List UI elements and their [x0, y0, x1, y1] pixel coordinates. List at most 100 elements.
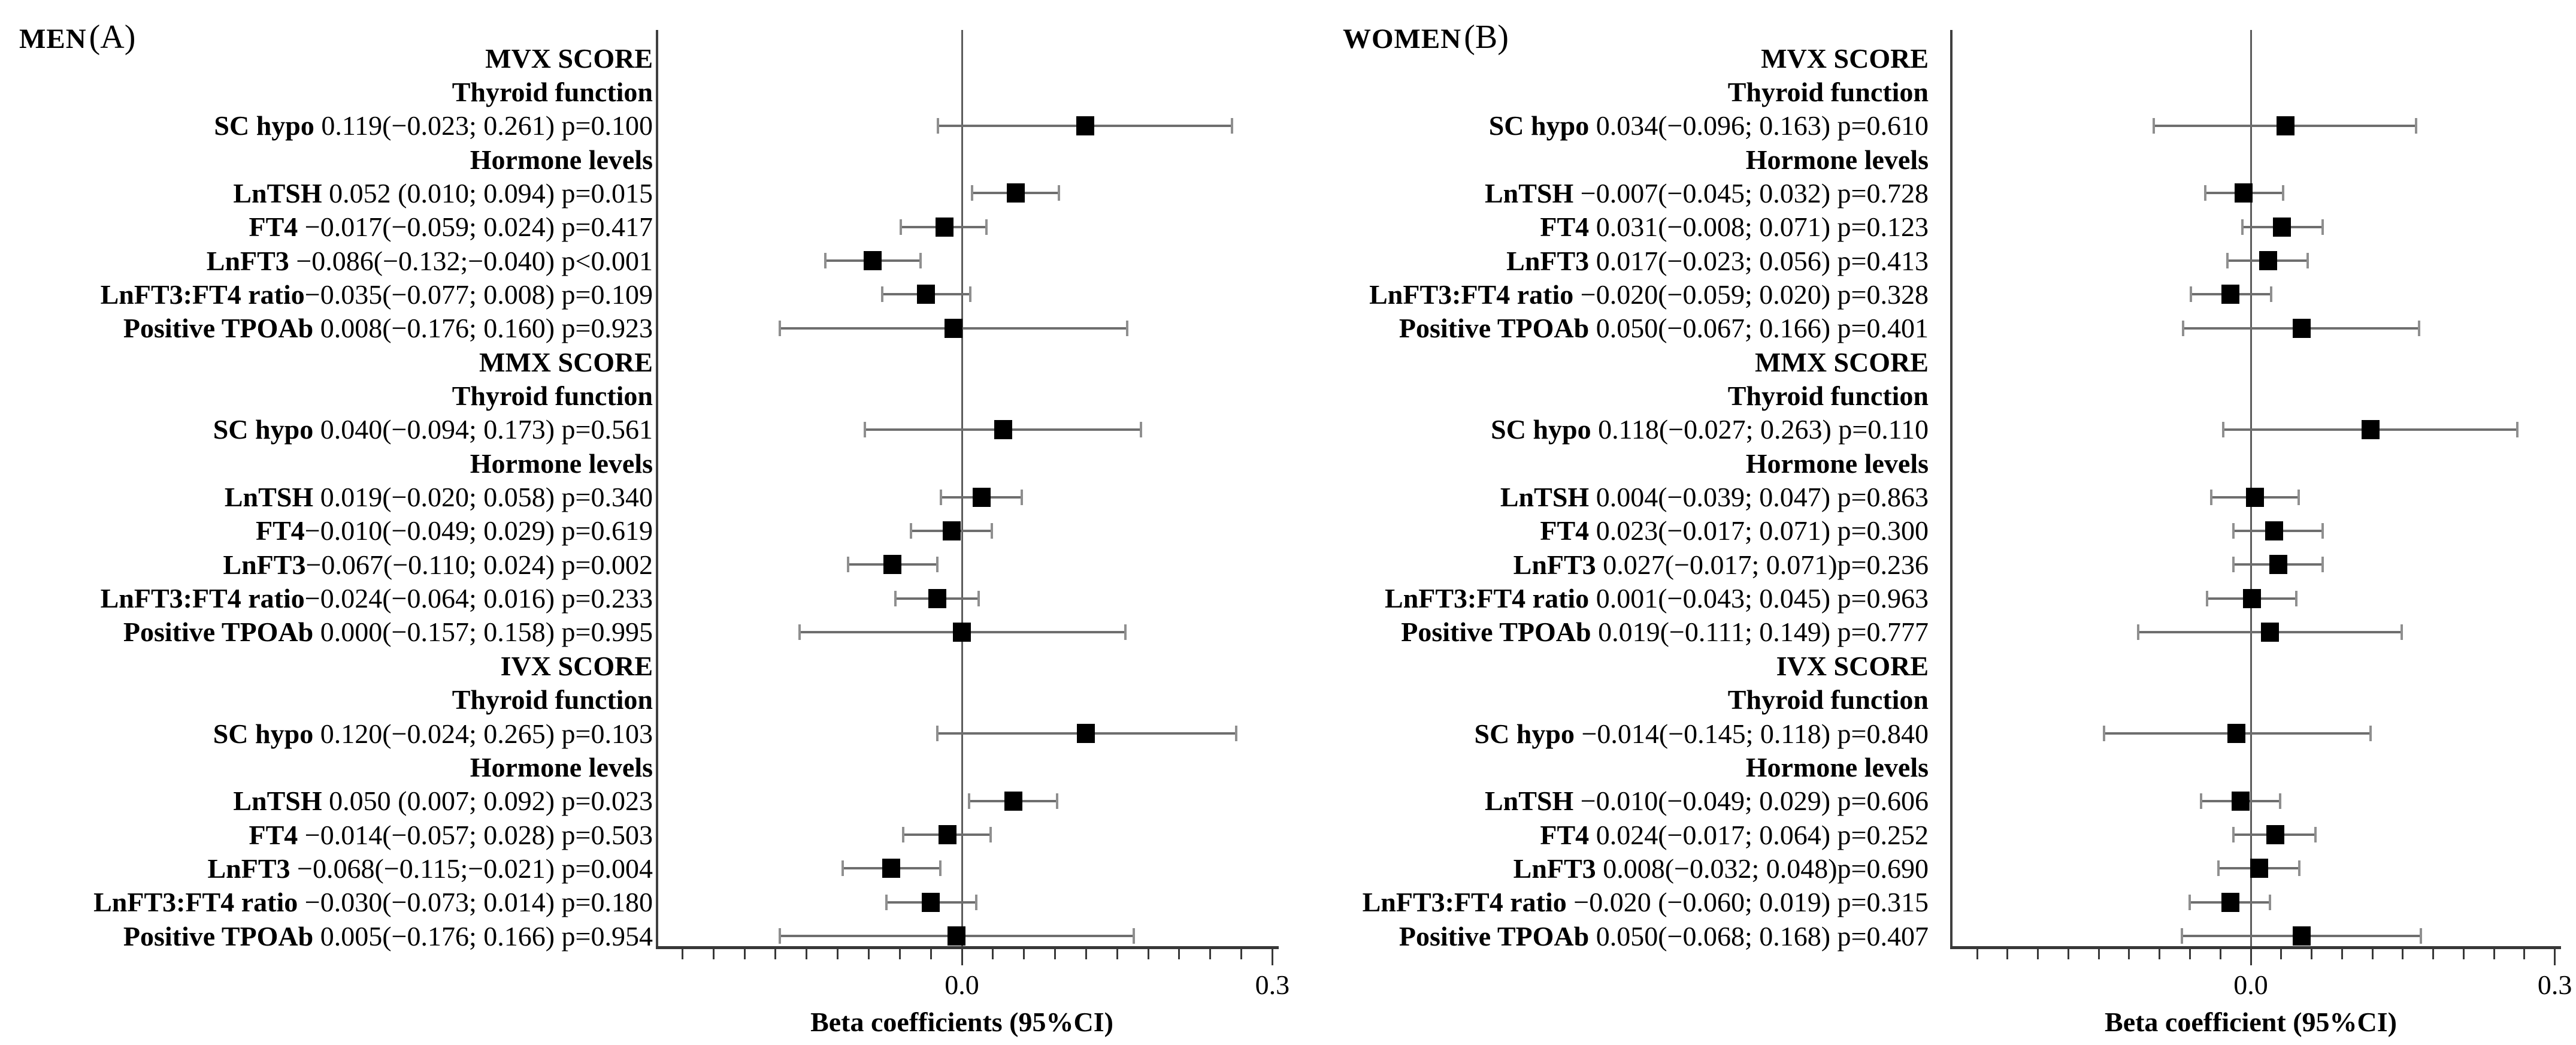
row-label: FT4−0.010(−0.049; 0.029) p=0.619: [0, 514, 653, 548]
section-header: Thyroid function: [1240, 682, 1929, 717]
x-axis-tick: [867, 949, 870, 959]
section-header: Thyroid function: [0, 682, 653, 717]
x-axis-tick: [2554, 949, 2556, 965]
ci-cap-right: [2414, 117, 2417, 134]
variable-name: SC hypo: [1488, 110, 1590, 141]
y-axis-spine: [656, 30, 658, 947]
variable-name: FT4: [249, 819, 298, 850]
x-axis-tick: [2250, 949, 2252, 965]
beta-marker: [2265, 521, 2283, 540]
estimate-text: 0.023(−0.017; 0.071) p=0.300: [1589, 515, 1929, 546]
ci-cap-right: [2321, 557, 2324, 573]
ci-cap-left: [2206, 590, 2209, 606]
estimate-text: 0.024(−0.017; 0.064) p=0.252: [1589, 819, 1929, 850]
estimate-text: 0.118(−0.027; 0.263) p=0.110: [1591, 414, 1929, 445]
panel-b-group-label: WOMEN: [1343, 23, 1462, 55]
beta-marker: [2259, 251, 2277, 271]
x-axis-tick: [2371, 949, 2374, 959]
row-label: LnTSH 0.052 (0.010; 0.094) p=0.015: [0, 176, 653, 210]
row-label: Positive TPOAb 0.008(−0.176; 0.160) p=0.…: [0, 311, 653, 345]
x-tick-label: 0.3: [2537, 970, 2572, 1000]
row-label: LnFT3:FT4 ratio−0.024(−0.064; 0.016) p=0…: [0, 581, 653, 615]
row-label: SC hypo 0.034(−0.096; 0.163) p=0.610: [1240, 108, 1929, 143]
x-axis-tick: [1976, 949, 1978, 959]
section-header: MVX SCORE: [0, 41, 653, 75]
ci-cap-left: [778, 320, 781, 336]
x-axis-tick: [2037, 949, 2039, 959]
section-header: Hormone levels: [1240, 750, 1929, 784]
x-axis-tick: [2432, 949, 2435, 959]
variable-name: SC hypo: [214, 110, 314, 141]
beta-marker: [2221, 285, 2240, 304]
ci-cap-right: [1055, 793, 1058, 809]
estimate-text: −0.030(−0.073; 0.014) p=0.180: [298, 887, 653, 918]
estimate-text: 0.019(−0.020; 0.058) p=0.340: [313, 482, 653, 513]
x-axis-title: Beta coefficient (95%CI): [2105, 1007, 2397, 1037]
variable-name: LnFT3: [1506, 245, 1590, 276]
ci-cap-left: [2181, 320, 2184, 336]
ci-cap-right: [936, 557, 939, 573]
variable-name: Positive TPOAb: [1401, 617, 1591, 648]
variable-name: Positive TPOAb: [123, 313, 314, 344]
estimate-text: 0.008(−0.032; 0.048)p=0.690: [1596, 853, 1929, 884]
ci-cap-left: [2222, 421, 2225, 437]
row-label: LnFT3 0.008(−0.032; 0.048)p=0.690: [1240, 851, 1929, 886]
x-tick-label: 0.0: [945, 970, 979, 1000]
variable-name: FT4: [249, 212, 298, 243]
ci-cap-right: [991, 522, 994, 539]
x-axis-tick: [961, 949, 963, 965]
row-label: LnFT3−0.067(−0.110; 0.024) p=0.002: [0, 548, 653, 582]
ci-cap-left: [863, 421, 866, 437]
row-label: Positive TPOAb 0.019(−0.111; 0.149) p=0.…: [1240, 615, 1929, 649]
row-label: SC hypo 0.119(−0.023; 0.261) p=0.100: [0, 108, 653, 143]
row-label: SC hypo −0.014(−0.145; 0.118) p=0.840: [1240, 717, 1929, 751]
section-header: Hormone levels: [0, 446, 653, 481]
ci-cap-left: [940, 489, 943, 505]
estimate-text: 0.008(−0.176; 0.160) p=0.923: [313, 313, 653, 344]
ci-cap-right: [2420, 928, 2423, 944]
section-header: MMX SCORE: [1240, 345, 1929, 379]
beta-marker: [2266, 825, 2284, 845]
x-axis-tick: [2159, 949, 2161, 959]
panel-a-label: MEN (A): [19, 18, 135, 56]
variable-name: LnTSH: [233, 177, 322, 209]
variable-name: Positive TPOAb: [123, 617, 314, 648]
x-axis-tick: [774, 949, 777, 959]
beta-marker: [945, 318, 963, 338]
beta-marker: [938, 825, 956, 845]
variable-name: LnFT3:FT4 ratio: [1369, 279, 1574, 310]
ci-cap-right: [2269, 286, 2272, 303]
row-label: SC hypo 0.120(−0.024; 0.265) p=0.103: [0, 717, 653, 751]
ci-cap-right: [2279, 793, 2282, 809]
ci-cap-left: [971, 185, 974, 201]
ci-cap-left: [900, 219, 903, 235]
ci-cap-right: [2295, 590, 2298, 606]
x-axis-tick: [681, 949, 683, 959]
ci-cap-right: [975, 894, 978, 910]
variable-name: LnFT3:FT4 ratio: [100, 583, 305, 614]
x-axis-tick: [898, 949, 901, 959]
variable-name: LnFT3:FT4 ratio: [1362, 887, 1567, 918]
ci-cap-right: [2321, 219, 2324, 235]
beta-marker: [922, 892, 940, 912]
row-label: FT4 0.024(−0.017; 0.064) p=0.252: [1240, 818, 1929, 852]
ci-cap-left: [885, 894, 888, 910]
ci-cap-right: [985, 219, 988, 235]
row-label: FT4 −0.014(−0.057; 0.028) p=0.503: [0, 818, 653, 852]
section-header-text: Hormone levels: [470, 448, 653, 479]
x-axis-tick: [1271, 949, 1273, 965]
section-header-text: MVX SCORE: [485, 43, 653, 74]
beta-marker: [2235, 183, 2253, 203]
beta-marker: [2245, 487, 2264, 507]
x-axis-tick: [2280, 949, 2283, 959]
ci-cap-right: [1126, 320, 1129, 336]
estimate-text: 0.120(−0.024; 0.265) p=0.103: [313, 718, 653, 749]
ci-cap-right: [2314, 827, 2317, 843]
estimate-text: 0.050(−0.068; 0.168) p=0.407: [1589, 920, 1929, 952]
ci-cap-left: [2226, 253, 2229, 269]
section-header: MMX SCORE: [0, 345, 653, 379]
variable-name: LnTSH: [224, 482, 314, 513]
ci-cap-right: [2417, 320, 2420, 336]
ci-cap-right: [2269, 894, 2272, 910]
ci-cap-left: [910, 522, 913, 539]
